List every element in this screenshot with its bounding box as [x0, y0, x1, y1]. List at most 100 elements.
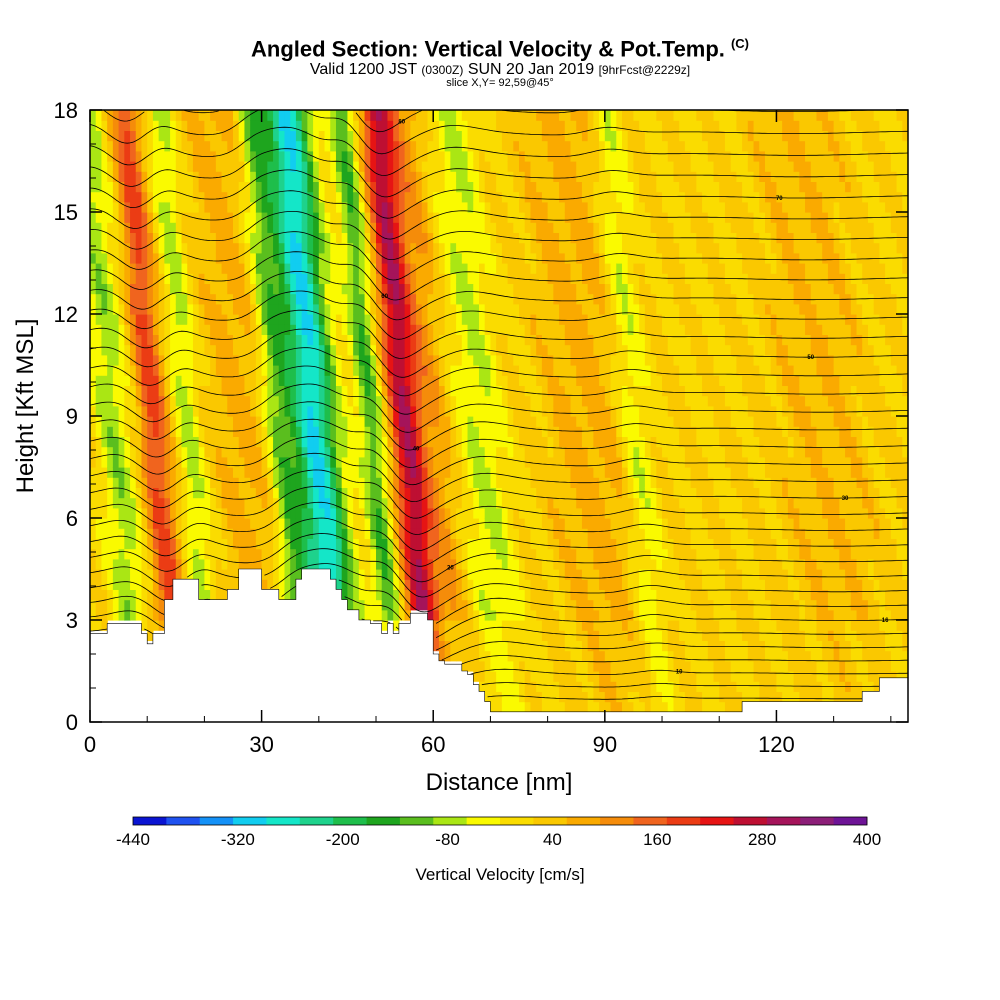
velocity-cell — [416, 599, 423, 611]
velocity-cell — [261, 161, 268, 172]
velocity-cell — [633, 609, 640, 621]
velocity-cell — [433, 110, 440, 121]
velocity-cell — [627, 477, 635, 488]
velocity-cell — [484, 263, 492, 274]
velocity-cell — [593, 518, 600, 529]
velocity-cell — [273, 191, 280, 203]
velocity-cell — [250, 354, 257, 366]
velocity-cell — [467, 528, 474, 539]
velocity-cell — [450, 171, 457, 182]
velocity-cell — [633, 120, 640, 131]
velocity-cell — [187, 303, 194, 315]
velocity-cell — [530, 212, 537, 223]
velocity-cell — [524, 405, 532, 417]
velocity-cell — [416, 579, 423, 590]
velocity-cell — [581, 507, 589, 519]
velocity-cell — [456, 528, 463, 539]
velocity-cell — [210, 130, 217, 142]
velocity-cell — [587, 161, 594, 172]
velocity-cell — [141, 405, 148, 417]
velocity-cell — [564, 120, 572, 131]
velocity-cell — [170, 467, 177, 478]
velocity-cell — [593, 497, 600, 509]
velocity-cell — [536, 416, 543, 427]
velocity-cell — [130, 558, 137, 570]
velocity-cell — [295, 497, 303, 509]
velocity-cell — [152, 426, 160, 437]
velocity-cell — [347, 181, 354, 193]
velocity-cell — [204, 263, 211, 274]
velocity-cell — [152, 130, 160, 142]
velocity-cell — [330, 518, 337, 529]
velocity-cell — [112, 191, 120, 203]
velocity-cell — [90, 426, 97, 437]
velocity-cell — [330, 467, 337, 478]
velocity-cell — [633, 385, 640, 397]
velocity-cell — [278, 456, 286, 468]
velocity-cell — [473, 171, 480, 182]
velocity-cell — [450, 518, 457, 529]
velocity-cell — [376, 507, 383, 519]
velocity-cell — [484, 303, 492, 315]
velocity-cell — [95, 375, 103, 386]
velocity-cell — [221, 477, 228, 488]
velocity-cell — [135, 538, 143, 550]
velocity-cell — [284, 171, 291, 182]
velocity-cell — [192, 477, 200, 488]
velocity-cell — [513, 334, 520, 346]
velocity-cell — [221, 487, 228, 499]
velocity-cell — [238, 548, 246, 560]
velocity-cell — [290, 497, 297, 509]
velocity-cell — [278, 314, 286, 325]
velocity-cell — [353, 212, 360, 223]
velocity-cell — [158, 436, 165, 448]
velocity-cell — [267, 385, 274, 397]
velocity-cell — [278, 181, 286, 193]
velocity-cell — [484, 477, 492, 488]
velocity-cell — [547, 212, 554, 223]
velocity-cell — [541, 609, 549, 621]
velocity-cell — [604, 110, 612, 121]
velocity-cell — [610, 620, 617, 631]
velocity-cell — [427, 385, 434, 397]
velocity-cell — [152, 518, 160, 529]
velocity-cell — [307, 436, 314, 448]
velocity-cell — [130, 538, 137, 550]
velocity-cell — [204, 130, 211, 142]
velocity-cell — [112, 446, 120, 458]
velocity-cell — [164, 344, 171, 356]
velocity-cell — [456, 650, 463, 662]
velocity-cell — [427, 354, 434, 366]
velocity-cell — [393, 303, 400, 315]
velocity-cell — [147, 181, 154, 193]
velocity-cell — [478, 426, 486, 437]
velocity-cell — [478, 671, 486, 682]
velocity-cell — [581, 181, 589, 193]
velocity-cell — [147, 426, 154, 437]
velocity-cell — [456, 171, 463, 182]
velocity-cell — [627, 334, 635, 346]
velocity-cell — [530, 650, 537, 662]
velocity-cell — [147, 201, 154, 213]
velocity-cell — [433, 446, 440, 458]
velocity-cell — [210, 242, 217, 254]
velocity-cell — [278, 242, 286, 254]
velocity-cell — [170, 487, 177, 499]
velocity-cell — [376, 232, 383, 244]
velocity-cell — [187, 548, 194, 560]
velocity-cell — [484, 671, 492, 682]
velocity-cell — [152, 548, 160, 560]
velocity-cell — [250, 456, 257, 468]
velocity-cell — [347, 314, 354, 325]
velocity-cell — [450, 416, 457, 427]
velocity-cell — [158, 365, 165, 376]
velocity-cell — [164, 548, 171, 560]
velocity-cell — [192, 405, 200, 417]
velocity-cell — [444, 528, 451, 539]
velocity-cell — [593, 467, 600, 478]
velocity-cell — [576, 150, 583, 162]
velocity-cell — [181, 171, 188, 182]
velocity-cell — [421, 344, 429, 356]
velocity-cell — [164, 150, 171, 162]
velocity-cell — [175, 314, 183, 325]
